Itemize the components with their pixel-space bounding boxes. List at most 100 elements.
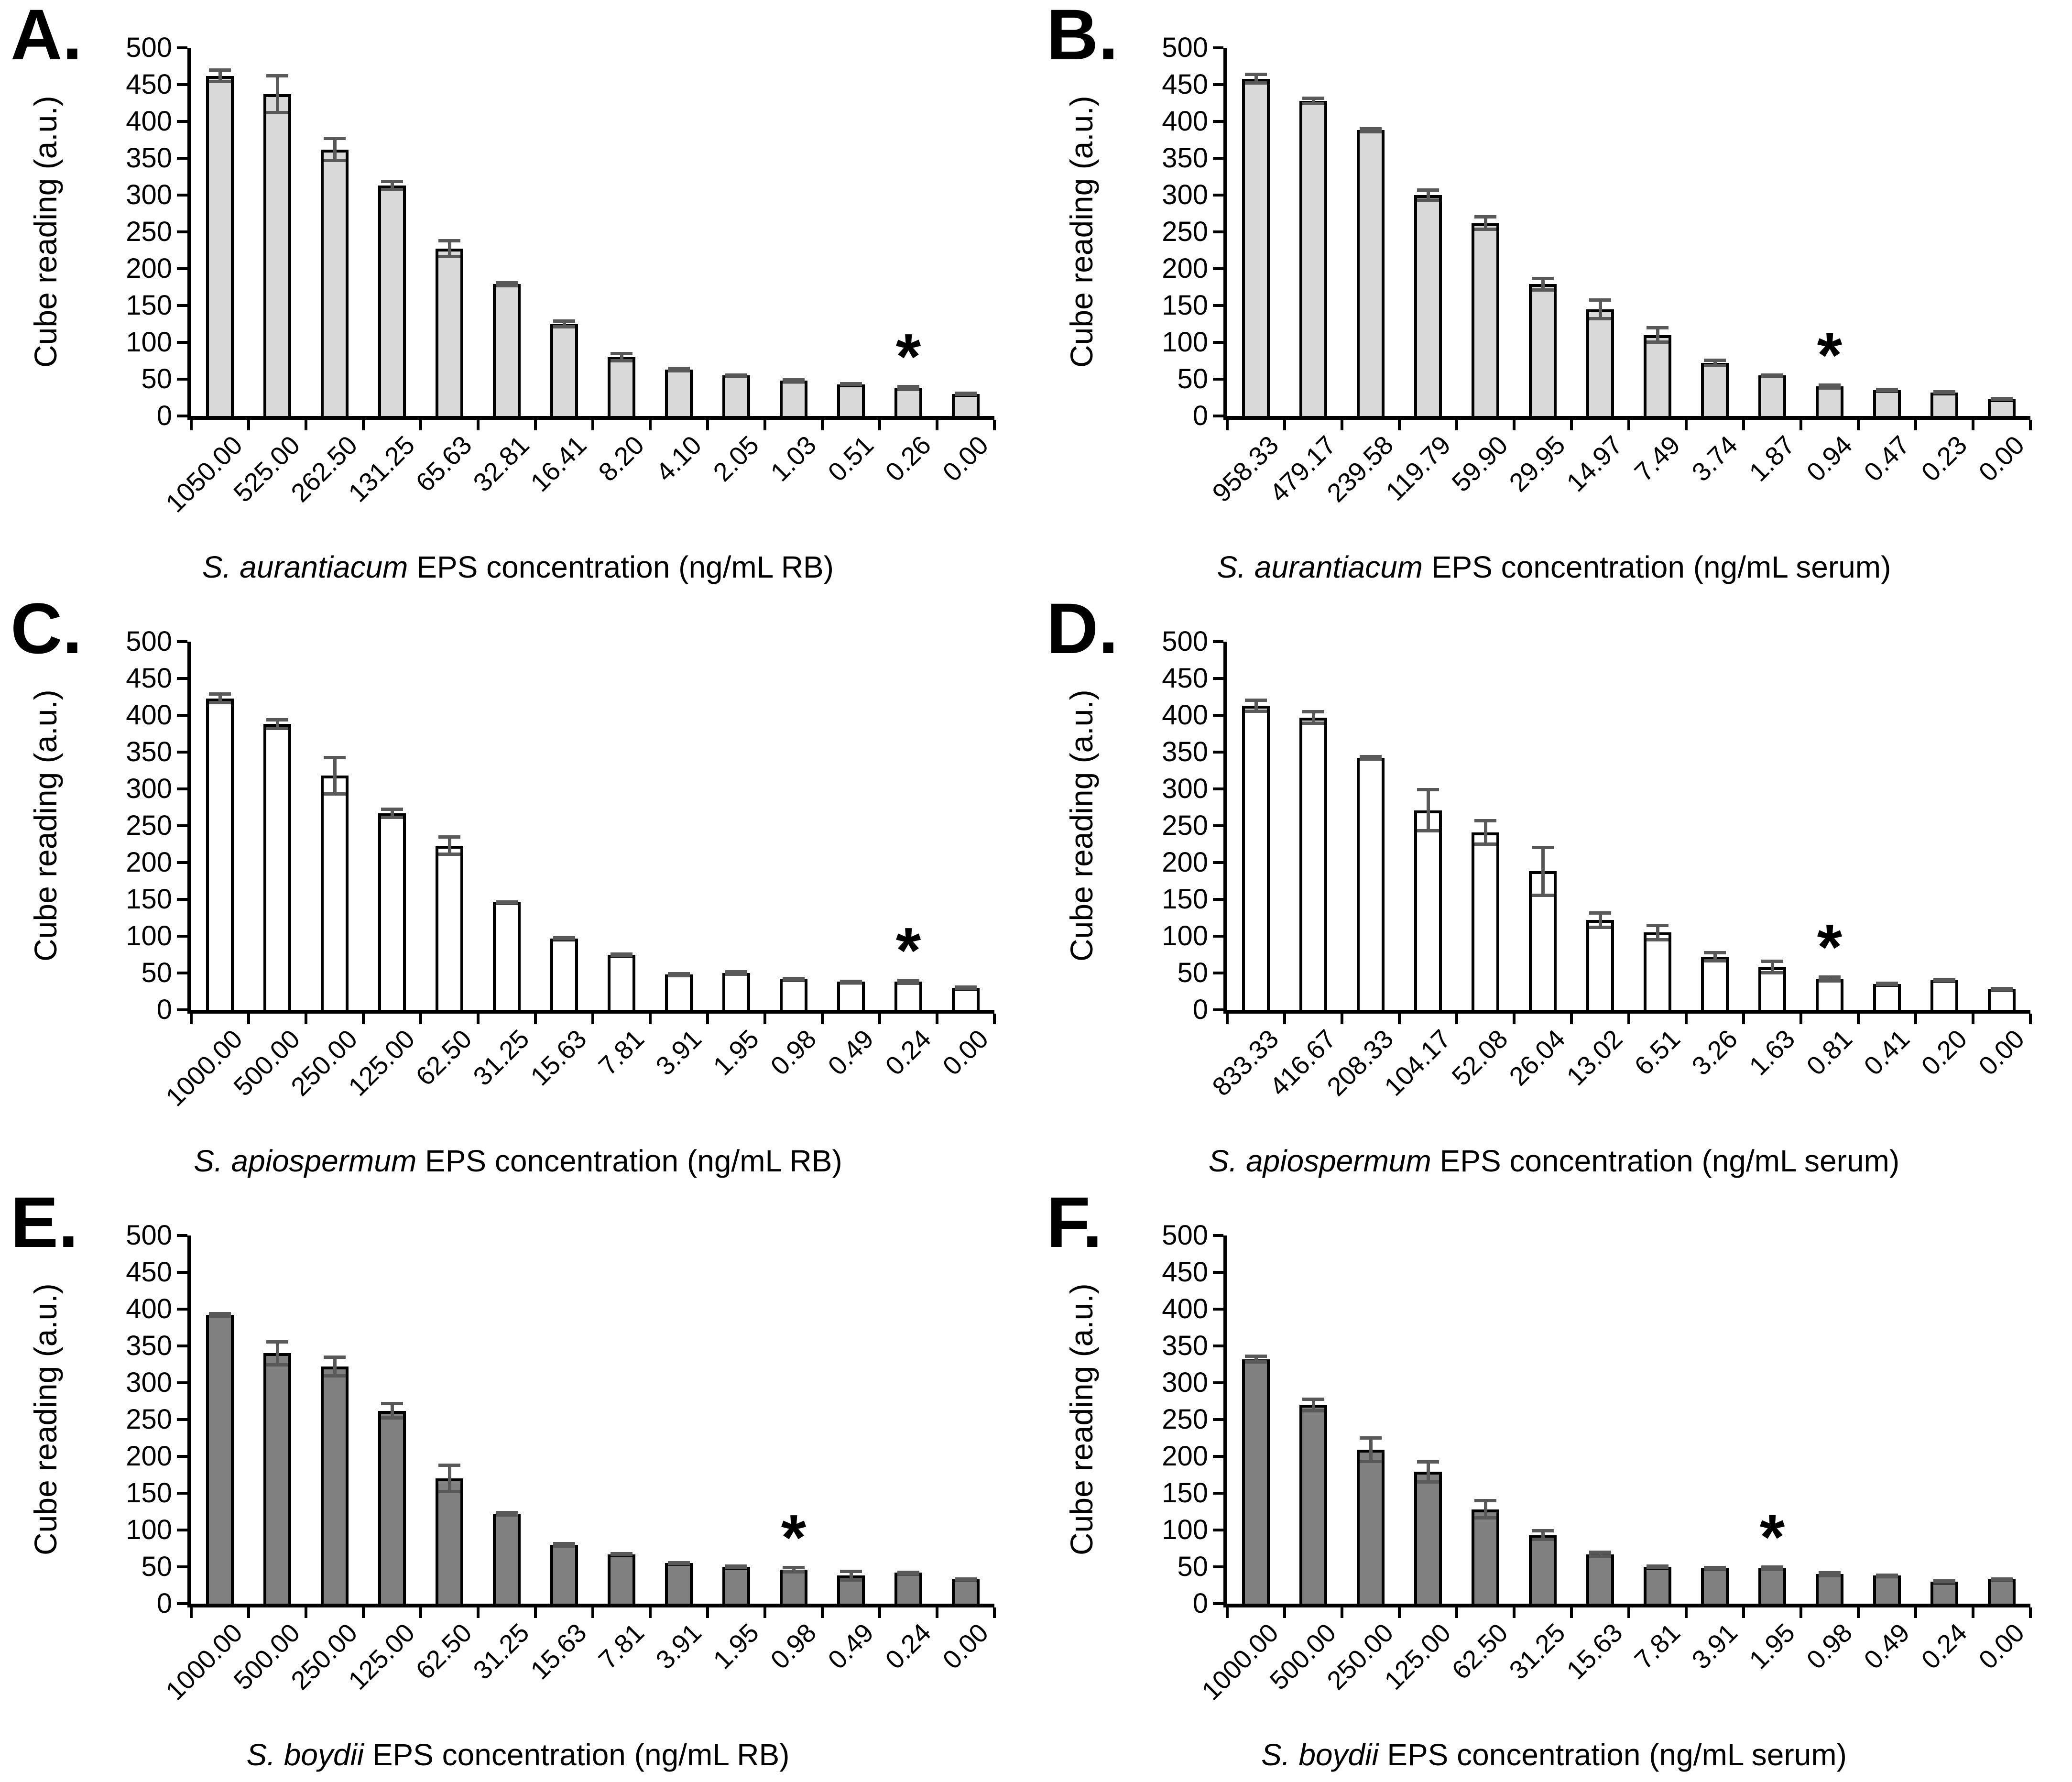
error-bar-line xyxy=(1311,1397,1315,1412)
bar xyxy=(1414,810,1442,1010)
error-bar-line xyxy=(1541,845,1545,897)
y-tick-mark xyxy=(177,787,187,790)
error-bar-cap xyxy=(1819,975,1841,979)
y-tick-label: 500 xyxy=(126,1220,172,1251)
x-tick-mark xyxy=(190,1014,193,1024)
error-bar-line xyxy=(849,1570,853,1582)
bar xyxy=(493,284,521,416)
panel-letter: F. xyxy=(1047,1182,1102,1262)
error-bar-cap xyxy=(1589,1551,1611,1554)
chart-panel: F. Cube reading (a.u.) 0 50 100 150 200 250 30… xyxy=(1036,1184,2072,1782)
error-bar-cap xyxy=(209,700,231,704)
x-tick-mark xyxy=(993,1607,996,1618)
y-tick-mark xyxy=(1213,1455,1223,1458)
error-bar-cap xyxy=(840,383,862,387)
bar xyxy=(1242,78,1270,416)
y-tick-mark xyxy=(1213,341,1223,344)
x-tick-mark xyxy=(1283,1014,1286,1024)
error-bar-cap xyxy=(1532,1538,1554,1541)
error-bar-cap xyxy=(1245,81,1267,85)
error-bar-line xyxy=(390,807,394,820)
x-tick-label: 0.47 xyxy=(1858,430,1916,487)
x-tick-mark xyxy=(649,1014,652,1024)
x-axis-title: S. apiospermum EPS concentration (ng/mL … xyxy=(0,1144,1036,1178)
error-bar-line xyxy=(333,755,337,796)
error-bar-cap xyxy=(840,1578,862,1582)
x-tick-mark xyxy=(1857,1014,1860,1024)
error-bar-cap xyxy=(324,755,346,759)
bar xyxy=(436,1478,463,1604)
error-bar-cap xyxy=(438,1464,460,1467)
error-bar-cap xyxy=(1474,1499,1496,1503)
x-tick-mark xyxy=(305,420,307,430)
error-bar-cap xyxy=(1589,1554,1611,1558)
y-tick-mark xyxy=(1213,46,1223,49)
error-bar-cap xyxy=(840,1570,862,1574)
y-tick-label: 300 xyxy=(1162,179,1208,210)
y-tick-mark xyxy=(177,194,187,197)
y-tick-label: 500 xyxy=(1162,1220,1208,1251)
x-tick-label: 62.50 xyxy=(410,1618,478,1685)
error-bar-cap xyxy=(324,1356,346,1359)
x-axis-title-rest: EPS concentration (ng/mL serum) xyxy=(1378,1738,1847,1772)
x-tick-label: 0.49 xyxy=(822,1024,880,1081)
bar xyxy=(722,375,750,416)
significance-asterisk: * xyxy=(781,1501,807,1574)
bar xyxy=(665,1563,693,1604)
bar xyxy=(321,776,349,1010)
error-bar-cap xyxy=(1474,215,1496,219)
y-tick-mark xyxy=(1213,83,1223,86)
x-axis-line xyxy=(1223,1604,2030,1607)
error-bar-cap xyxy=(1589,298,1611,302)
error-bar-cap xyxy=(611,359,633,362)
x-tick-mark xyxy=(1513,1607,1516,1618)
panel-letter: A. xyxy=(11,0,82,75)
bar xyxy=(952,1579,980,1604)
error-bar-cap xyxy=(1245,73,1267,77)
y-tick-label: 50 xyxy=(141,1551,172,1582)
x-tick-mark xyxy=(534,1014,537,1024)
bar xyxy=(1586,309,1614,416)
x-tick-mark xyxy=(477,420,480,430)
error-bar-cap xyxy=(381,1416,403,1420)
y-tick-mark xyxy=(177,1529,187,1531)
x-tick-label: 13.02 xyxy=(1560,1024,1629,1092)
x-tick-mark xyxy=(1742,1014,1745,1024)
significance-asterisk: * xyxy=(895,914,921,987)
error-bar-cap xyxy=(553,1544,575,1548)
bar xyxy=(206,76,234,416)
error-bar-cap xyxy=(381,179,403,183)
error-bar-cap xyxy=(783,1566,805,1570)
y-axis-line xyxy=(1223,642,1227,1014)
y-tick-label: 0 xyxy=(156,1588,172,1619)
error-bar-cap xyxy=(668,366,690,370)
x-axis-title-rest: EPS concentration (ng/mL serum) xyxy=(1431,1144,1900,1178)
error-bar-cap xyxy=(1761,971,1783,975)
x-tick-mark xyxy=(1226,1014,1229,1024)
bar xyxy=(1873,984,1901,1010)
y-axis-line xyxy=(1223,48,1227,420)
x-tick-mark xyxy=(706,1607,709,1618)
error-bar-cap xyxy=(1532,894,1554,897)
y-tick-mark xyxy=(177,267,187,270)
bar xyxy=(206,1315,234,1604)
error-bar-cap xyxy=(381,1402,403,1406)
x-tick-label: 958.33 xyxy=(1206,430,1285,508)
error-bar-line xyxy=(1426,788,1430,832)
y-tick-mark xyxy=(1213,898,1223,901)
error-bar-line xyxy=(1254,73,1258,85)
x-tick-label: 4.10 xyxy=(650,430,708,487)
x-tick-label: 3.91 xyxy=(1686,1618,1744,1675)
x-tick-label: 1.95 xyxy=(707,1618,765,1675)
error-bar-cap xyxy=(1302,1409,1324,1412)
x-tick-label: 0.94 xyxy=(1800,430,1858,487)
bar xyxy=(1644,1567,1671,1604)
bar xyxy=(493,1514,521,1604)
y-tick-mark xyxy=(177,1271,187,1274)
error-bar-cap xyxy=(1647,326,1669,330)
error-bar-cap xyxy=(725,973,747,976)
chart-panel: A. Cube reading (a.u.) 0 50 100 150 200 250 30… xyxy=(0,0,1036,594)
x-tick-mark xyxy=(1570,1014,1573,1024)
y-tick-label: 50 xyxy=(141,363,172,394)
x-axis-title-rest: EPS concentration (ng/mL serum) xyxy=(1423,550,1891,584)
